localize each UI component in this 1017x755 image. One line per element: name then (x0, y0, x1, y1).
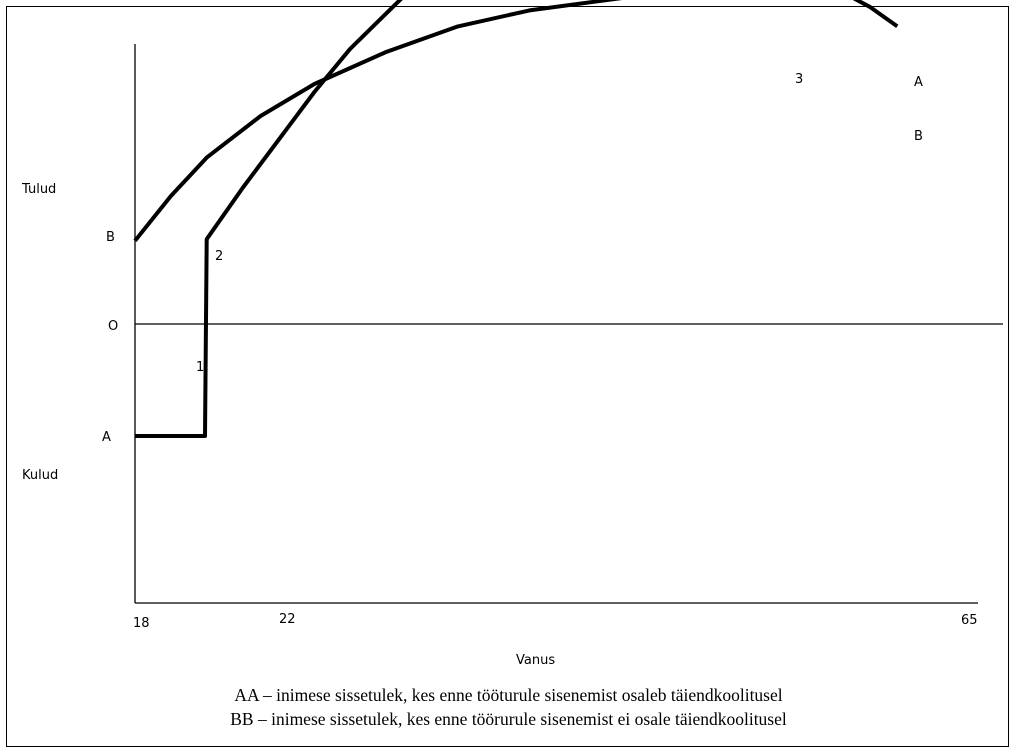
region-label-1: 1 (196, 360, 204, 375)
legend-line-aa: AA – inimese sissetulek, kes enne töötur… (234, 685, 783, 705)
region-label-3: 3 (795, 72, 803, 87)
y-origin-label: O (108, 319, 118, 334)
end-label-b: B (914, 129, 923, 144)
y-label-kulud: Kulud (22, 468, 58, 483)
region-label-2: 2 (215, 249, 223, 264)
chart-frame (6, 6, 1009, 747)
series-b-line (133, 0, 899, 243)
legend-line-bb: BB – inimese sissetulek, kes enne töörur… (230, 709, 787, 729)
end-label-a: A (914, 75, 923, 90)
y-label-tulud: Tulud (21, 182, 56, 197)
y-level-b: B (106, 230, 115, 245)
x-axis-label: Vanus (516, 653, 555, 668)
x-tick-22: 22 (279, 612, 296, 627)
x-tick-65: 65 (961, 613, 978, 628)
x-tick-18: 18 (133, 616, 150, 631)
series-a-line (135, 0, 403, 438)
y-level-a: A (102, 430, 111, 445)
